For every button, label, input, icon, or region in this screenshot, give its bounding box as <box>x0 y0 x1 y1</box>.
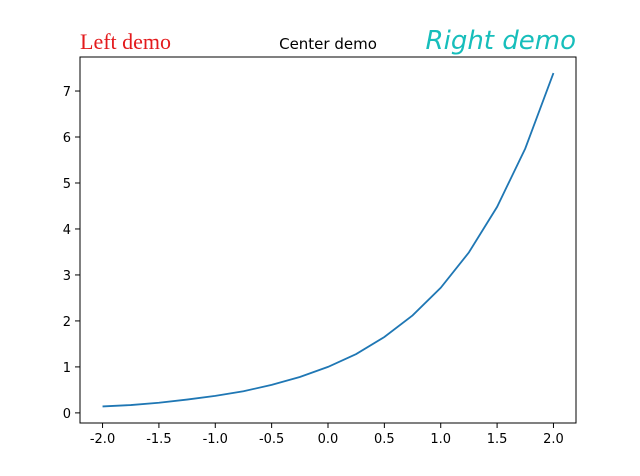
x-tick-label: -2.0 <box>90 432 115 447</box>
y-tick-label: 6 <box>63 131 71 146</box>
y-tick-label: 3 <box>63 269 71 284</box>
x-tick-label: -0.5 <box>259 432 284 447</box>
title-right: Right demo <box>426 26 576 56</box>
title-center: Center demo <box>279 35 377 53</box>
series-line-0 <box>102 72 555 408</box>
y-tick-label: 2 <box>63 315 71 330</box>
x-tick-label: 0.0 <box>318 432 339 447</box>
y-tick-label: 1 <box>63 361 71 376</box>
x-tick-label: 0.5 <box>374 432 395 447</box>
y-tick-label: 4 <box>63 223 71 238</box>
title-left: Left demo <box>80 29 171 54</box>
y-tick-label: 5 <box>63 177 71 192</box>
x-tick-label: -1.5 <box>146 432 171 447</box>
y-tick-label: 7 <box>63 85 71 100</box>
y-tick-label: 0 <box>63 407 71 422</box>
x-tick-label: -1.0 <box>203 432 228 447</box>
x-tick-label: 1.0 <box>430 432 451 447</box>
x-tick-label: 1.5 <box>487 432 508 447</box>
x-tick-label: 2.0 <box>543 432 564 447</box>
plot-frame <box>79 56 577 424</box>
